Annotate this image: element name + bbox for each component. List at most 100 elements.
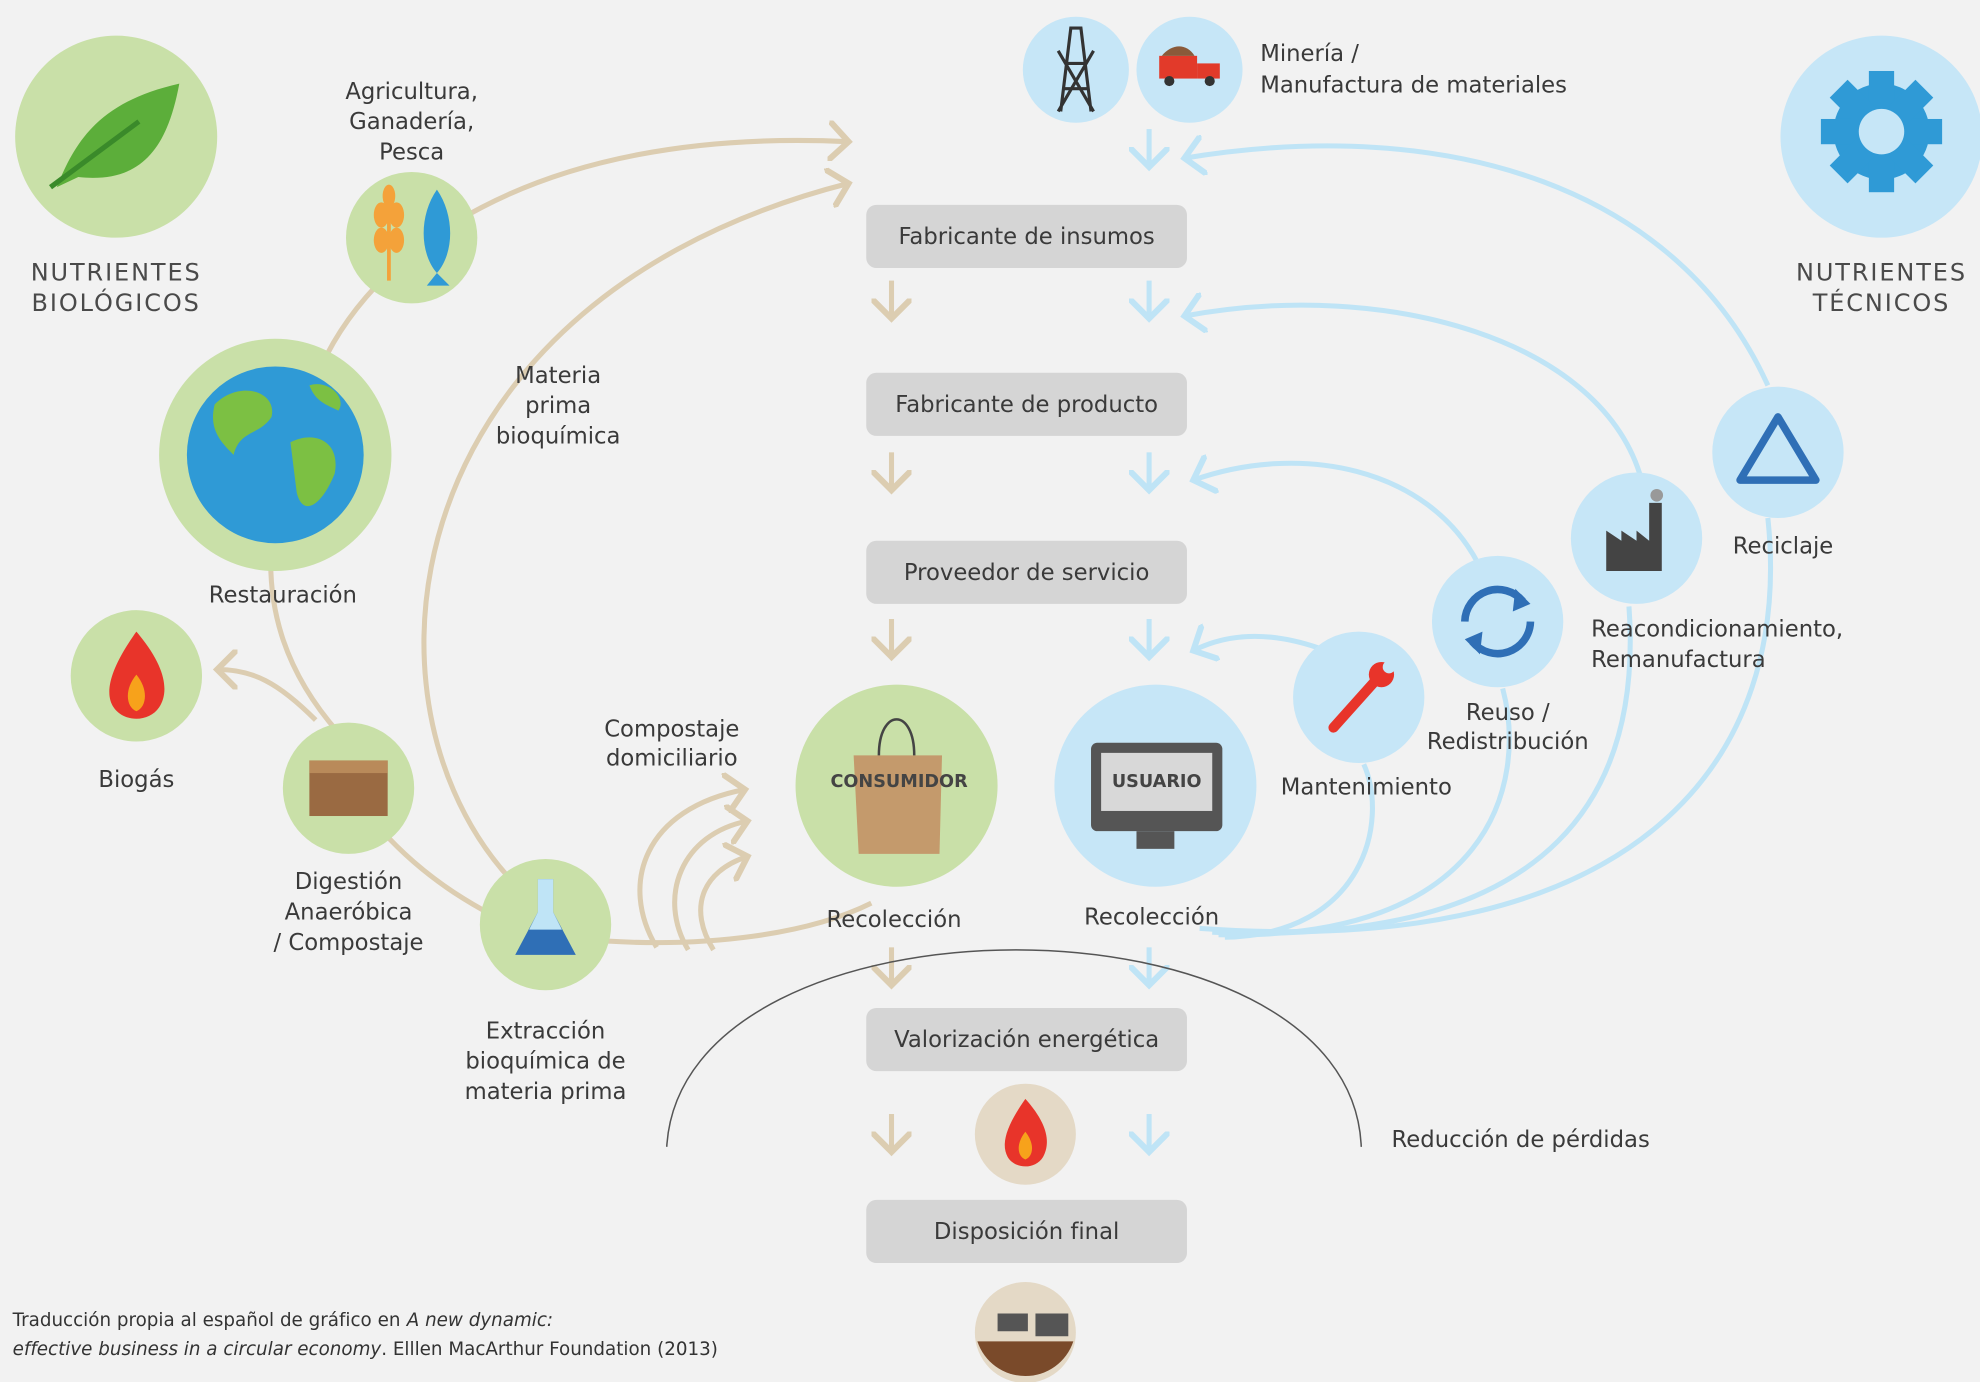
label-line: prima: [525, 393, 591, 419]
oil-rig-icon: [1022, 16, 1129, 123]
gear-icon: [1780, 35, 1980, 238]
biological-arcs-part: [217, 670, 318, 722]
stage-box: [866, 372, 1187, 436]
user-icon-part: [1101, 752, 1213, 811]
technical-arcs-part: [1184, 146, 1771, 387]
biological-arcs-part: [698, 856, 748, 952]
agriculture-icon-part: [345, 172, 478, 304]
reuse-label: Reuso / Redistribución: [1427, 700, 1589, 755]
stage-box: [866, 1007, 1187, 1072]
feedstock-label: Materia prima bioquímica: [496, 363, 621, 450]
reuse-icon-part: [1431, 555, 1564, 688]
restoration-label: Restauración: [209, 583, 357, 609]
truck-icon: [1136, 16, 1243, 123]
earth-icon: [159, 338, 392, 572]
biological-arcs-part: [605, 900, 873, 946]
mining-label: Minería / Manufactura de materiales: [1260, 41, 1567, 99]
technical-arcs-part: [1193, 636, 1327, 650]
label-line: / Compostaje: [273, 930, 423, 956]
agriculture-icon-part-part: [382, 184, 396, 208]
stage-box: [866, 540, 1187, 604]
recycling-icon-part: [1712, 386, 1844, 519]
leaf-icon-part: [49, 119, 141, 190]
label-line: Digestión: [295, 869, 403, 895]
digestion-label: Digestión Anaeróbica / Compostaje: [273, 869, 423, 956]
biological-arcs-part: [637, 789, 745, 949]
earth-icon-part: [212, 384, 341, 507]
flask-icon: [479, 858, 612, 991]
biological-arcs-part: [672, 821, 748, 952]
energy-fire-icon: [974, 1083, 1076, 1185]
biological-arcs-part: [421, 183, 849, 944]
label-line: NUTRIENTES: [31, 259, 202, 287]
maintenance-icon-part: [1382, 660, 1396, 674]
section-label: NUTRIENTES TÉCNICOS: [1796, 259, 1967, 317]
biogas-icon: [70, 610, 203, 742]
stage-box: [866, 204, 1187, 268]
label-line: Materia: [515, 363, 601, 389]
maintenance-icon: [1293, 631, 1425, 763]
label-line: Extracción: [486, 1018, 606, 1044]
collection-label: Recolección: [1084, 905, 1219, 931]
technical-arcs-part: [1218, 687, 1512, 938]
maintenance-icon-part: [1328, 674, 1382, 733]
landfill-icon-part: [977, 1341, 1074, 1377]
label-line: NUTRIENTES: [1796, 259, 1967, 287]
stage-label: Fabricante de insumos: [898, 224, 1154, 250]
consumer-icon: [795, 684, 998, 887]
collection-label: Recolección: [827, 907, 962, 933]
biological-arcs-part: [313, 140, 849, 381]
factory-icon-part: [1570, 472, 1703, 604]
agriculture-icon-part: [423, 189, 451, 286]
energy-fire-icon-part: [1018, 1131, 1033, 1160]
recycling-icon-part: [1736, 413, 1820, 484]
recycling-icon: [1712, 386, 1844, 519]
stage-label: Fabricante de producto: [895, 392, 1158, 418]
truck-icon-part: [1197, 63, 1220, 79]
agriculture-icon: [345, 172, 478, 304]
footer-title: A new dynamic:: [406, 1310, 553, 1331]
stage-box: [866, 1199, 1187, 1264]
label-line: materia prima: [465, 1079, 627, 1105]
maintenance-label: Mantenimiento: [1281, 775, 1452, 801]
consumer-icon-part: [877, 718, 916, 756]
landfill-icon: [974, 1281, 1076, 1382]
label-line: Remanufactura: [1591, 647, 1766, 673]
factory-icon-part: [1650, 488, 1664, 502]
flask-icon-part: [529, 879, 562, 930]
label-line: Redistribución: [1427, 729, 1589, 755]
earth-icon-part: [186, 366, 364, 544]
leakage-label: Reducción de pérdidas: [1392, 1127, 1650, 1153]
flow-arrows: [892, 129, 1150, 1152]
stage-label: Proveedor de servicio: [904, 560, 1150, 586]
technical-arcs-part: [1184, 305, 1645, 481]
truck-icon-part: [1164, 76, 1175, 87]
technical-arcs: [1184, 146, 1774, 940]
label-line: Anaeróbica: [285, 900, 413, 926]
agriculture-icon-part-part: [373, 227, 389, 253]
refurbish-label: Reacondicionamiento, Remanufactura: [1591, 617, 1843, 673]
technical-arcs-part: [1199, 517, 1774, 935]
landfill-icon-part: [997, 1313, 1069, 1337]
label-line: BIOLÓGICOS: [32, 287, 201, 317]
label-line: Ganadería,: [349, 109, 474, 135]
digestion-icon-part: [309, 760, 388, 774]
composting-label: Compostaje domiciliario: [604, 716, 739, 771]
factory-icon: [1570, 472, 1703, 604]
truck-icon-part: [1204, 76, 1215, 87]
recycling-label: Reciclaje: [1733, 533, 1834, 559]
footer-line: Traducción propia al español de gráfico …: [12, 1310, 553, 1331]
agriculture-icon-part: [373, 184, 405, 253]
technical-arcs-part: [1224, 763, 1375, 940]
stage-boxes: Fabricante de insumos Fabricante de produ…: [866, 204, 1187, 1264]
gear-icon-part: [1858, 108, 1905, 155]
consumer-icon-part: [853, 755, 943, 854]
truck-icon-part: [1161, 46, 1195, 56]
label-line: TÉCNICOS: [1812, 288, 1951, 317]
consumer-label: CONSUMIDOR: [830, 772, 968, 792]
biogas-icon-part: [127, 674, 145, 712]
factory-icon-part: [1606, 502, 1662, 572]
leaf-icon: [15, 35, 218, 238]
